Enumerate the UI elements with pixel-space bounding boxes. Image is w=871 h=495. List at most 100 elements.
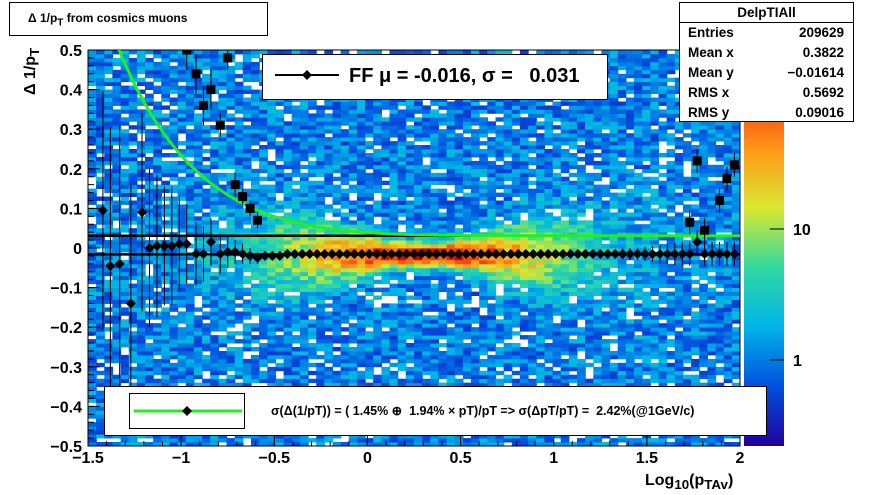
heatmap-cell <box>169 366 179 372</box>
heatmap-cell <box>365 176 374 182</box>
heatmap-cell <box>112 279 122 285</box>
heatmap-cell <box>251 434 260 439</box>
heatmap-cell <box>177 255 187 261</box>
heatmap-cell <box>340 216 350 221</box>
heatmap-cell <box>438 133 448 138</box>
heatmap-cell <box>446 331 456 336</box>
heatmap-cell <box>112 180 122 186</box>
heatmap-cell <box>487 184 497 189</box>
heatmap-cell <box>511 164 521 170</box>
heatmap-cell <box>185 117 195 122</box>
heatmap-cell <box>365 133 374 138</box>
heatmap-cell <box>381 121 391 126</box>
heatmap-cell <box>332 382 342 387</box>
heatmap-cell <box>340 137 350 142</box>
heatmap-cell <box>405 141 415 146</box>
heatmap-cell <box>267 105 277 110</box>
heatmap-cell <box>397 204 407 209</box>
heatmap-cell <box>283 370 293 376</box>
heatmap-cell <box>226 224 236 229</box>
heatmap-cell <box>389 156 399 162</box>
heatmap-cell <box>332 101 342 106</box>
heatmap-cell <box>169 125 179 130</box>
heatmap-cell <box>422 362 431 368</box>
heatmap-cell <box>283 192 293 197</box>
heatmap-cell <box>299 362 309 368</box>
heatmap-cell <box>356 224 366 229</box>
heatmap-cell <box>495 351 505 356</box>
heatmap-cell <box>389 160 399 166</box>
heatmap-cell <box>519 255 529 261</box>
heatmap-cell <box>299 244 309 249</box>
heatmap-cell <box>332 105 342 110</box>
heatmap-cell <box>169 113 179 118</box>
heatmap-cell <box>210 81 219 87</box>
heatmap-cell <box>454 188 464 193</box>
heatmap-cell <box>202 141 211 146</box>
heatmap-cell <box>112 442 122 446</box>
heatmap-cell <box>96 259 105 265</box>
heatmap-cell <box>120 50 130 55</box>
heatmap-cell <box>356 168 366 174</box>
heatmap-cell <box>308 263 317 269</box>
heatmap-cell <box>438 323 448 328</box>
heatmap-cell <box>193 89 203 94</box>
heatmap-cell <box>96 141 105 146</box>
heatmap-cell <box>487 168 497 174</box>
heatmap-cell <box>259 244 268 249</box>
heatmap-cell <box>291 327 301 332</box>
heatmap-cell <box>275 176 285 182</box>
heatmap-cell <box>169 89 179 94</box>
heatmap-cell <box>96 331 105 336</box>
heatmap-cell <box>88 149 97 154</box>
heatmap-cell <box>438 188 448 193</box>
heatmap-cell <box>136 287 146 292</box>
heatmap-cell <box>430 303 440 308</box>
heatmap-cell <box>299 180 309 186</box>
heatmap-cell <box>242 240 252 245</box>
heatmap-cell <box>169 121 179 126</box>
heatmap-cell <box>544 335 554 340</box>
heatmap-cell <box>185 255 195 261</box>
heatmap-cell <box>185 97 195 102</box>
heatmap-cell <box>495 220 505 225</box>
heatmap-cell <box>299 141 309 146</box>
heatmap-cell <box>528 335 537 340</box>
heatmap-cell <box>511 141 521 146</box>
heatmap-cell <box>389 339 399 344</box>
heatmap-cell <box>340 315 350 320</box>
heatmap-cell <box>316 366 325 372</box>
heatmap-cell <box>519 220 529 225</box>
heatmap-cell <box>430 228 440 233</box>
heatmap-cell <box>275 315 285 320</box>
heatmap-cell <box>471 259 480 265</box>
heatmap-cell <box>348 121 358 126</box>
heatmap-cell <box>226 351 236 356</box>
heatmap-cell <box>373 228 382 233</box>
heatmap-cell <box>226 228 236 233</box>
heatmap-cell <box>340 382 350 387</box>
heatmap-cell <box>299 339 309 344</box>
heatmap-cell <box>88 54 97 59</box>
heatmap-cell <box>462 121 472 126</box>
heatmap-cell <box>348 279 358 285</box>
heatmap-cell <box>112 133 122 138</box>
heatmap-cell <box>202 339 211 344</box>
heatmap-cell <box>218 295 228 300</box>
heatmap-cell <box>430 382 440 387</box>
heatmap-cell <box>185 295 195 300</box>
heatmap-cell <box>365 275 374 281</box>
heatmap-cell <box>454 121 464 126</box>
heatmap-cell <box>373 358 382 364</box>
heatmap-cell <box>340 295 350 300</box>
heatmap-cell <box>389 442 399 446</box>
heatmap-cell <box>275 180 285 186</box>
heatmap-cell <box>177 319 187 324</box>
heatmap-cell <box>283 172 293 178</box>
heatmap-cell <box>153 113 162 118</box>
heatmap-cell <box>381 216 391 221</box>
heatmap-cell <box>528 101 537 106</box>
heatmap-cell <box>503 267 513 273</box>
heatmap-cell <box>503 315 513 320</box>
heatmap-cell <box>462 240 472 245</box>
